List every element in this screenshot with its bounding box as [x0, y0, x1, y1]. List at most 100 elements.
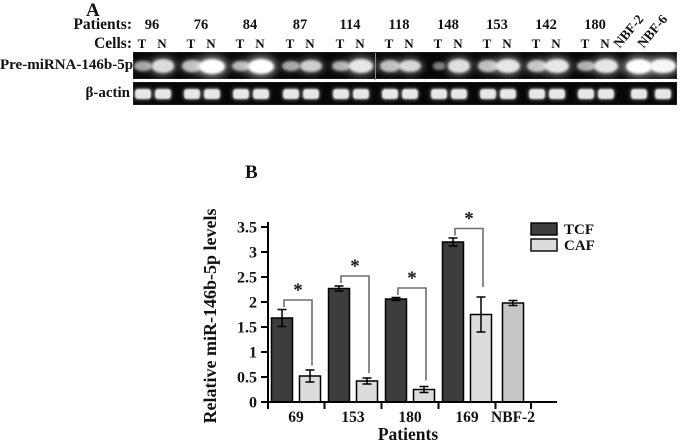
- gel-band-pre-mirna: [399, 59, 421, 73]
- y-tick-label: 0: [249, 395, 257, 412]
- gel-band-pre-mirna: [432, 62, 446, 70]
- gel-band-pre-mirna: [478, 60, 498, 72]
- y-tick-label: 0.5: [237, 370, 257, 387]
- gel-band-beta-actin: [333, 89, 349, 99]
- x-category-label: 180: [398, 409, 422, 426]
- gel-band-beta-actin: [431, 89, 447, 99]
- cell-type-label: T: [137, 36, 147, 51]
- cell-type-label: N: [404, 36, 414, 51]
- gel-band-pre-mirna: [496, 59, 520, 73]
- gel-band-beta-actin: [480, 89, 496, 99]
- gel-band-beta-actin: [283, 89, 299, 99]
- y-tick-label: 1: [249, 345, 257, 362]
- gel-band-beta-actin: [135, 89, 151, 99]
- gel-row1-label: Pre-miRNA-146b-5p: [0, 57, 134, 73]
- patients-row-label: Patients:: [73, 16, 132, 33]
- cell-type-label: T: [335, 36, 345, 51]
- significance-asterisk: *: [464, 209, 474, 230]
- gel-band-pre-mirna: [199, 58, 225, 74]
- gel-band-pre-mirna: [594, 59, 618, 73]
- gel-lane-divider: [375, 53, 376, 80]
- x-category-label: 153: [341, 409, 365, 426]
- y-tick-label: 1.5: [237, 320, 257, 337]
- significance-bracket: [283, 299, 313, 366]
- patient-number: 96: [144, 17, 160, 33]
- panel-b-label: B: [245, 162, 258, 183]
- legend-swatch-tcf: [530, 222, 558, 236]
- gel-band-pre-mirna: [380, 60, 400, 72]
- cell-type-label: T: [384, 36, 394, 51]
- gel-band-pre-mirna: [447, 59, 471, 73]
- x-category-label: 169: [455, 409, 479, 426]
- gel-band-pre-mirna: [526, 60, 548, 72]
- y-axis-title: Relative miR-146b-5p levels: [200, 209, 220, 424]
- cell-type-label: N: [600, 36, 610, 51]
- cell-type-label: T: [186, 36, 196, 51]
- gel-strip-beta-actin: [133, 82, 677, 105]
- cell-type-label: T: [531, 36, 541, 51]
- cell-type-label: N: [255, 36, 265, 51]
- legend-label-caf: CAF: [564, 238, 595, 254]
- gel-band-pre-mirna: [545, 59, 569, 73]
- bar-chart: * * * * 0 0.5 1 1.5 2 2.5 3 3.5 69 153 180 169 NBF-2 Pati…: [200, 209, 595, 444]
- gel-band-pre-mirna: [182, 60, 202, 72]
- cell-type-label: T: [482, 36, 492, 51]
- patient-number: 142: [535, 17, 557, 33]
- gel-band-beta-actin: [500, 89, 516, 99]
- gel-band-beta-actin: [402, 89, 418, 99]
- gel-row2-label: β-actin: [85, 85, 130, 101]
- gel-band-beta-actin: [382, 89, 398, 99]
- y-tick-label: 2.5: [237, 270, 257, 287]
- gel-band-beta-actin: [184, 89, 200, 99]
- cell-type-label: T: [235, 36, 245, 51]
- gel-band-beta-actin: [529, 89, 545, 99]
- gel-band-beta-actin: [549, 89, 565, 99]
- y-tick-label: 3: [249, 245, 257, 262]
- gel-band-pre-mirna: [231, 60, 251, 72]
- gel-band-beta-actin: [655, 89, 671, 99]
- patient-number: 118: [388, 17, 410, 33]
- patient-number: 180: [584, 17, 606, 33]
- significance-asterisk: *: [407, 268, 417, 289]
- patient-number: 114: [339, 17, 361, 33]
- patient-number: 76: [193, 17, 209, 33]
- patient-number: 87: [292, 17, 308, 33]
- cell-type-label: T: [580, 36, 590, 51]
- gel-band-beta-actin: [303, 89, 319, 99]
- gel-band-pre-mirna: [248, 58, 274, 74]
- bar-caf: [501, 302, 525, 403]
- gel-band-beta-actin: [451, 89, 467, 99]
- x-axis-title: Patients: [378, 424, 438, 444]
- bar-tcf: [270, 317, 294, 403]
- cell-type-label: N: [355, 36, 365, 51]
- gel-band-pre-mirna: [577, 60, 595, 72]
- gel-band-beta-actin: [155, 89, 171, 99]
- cell-type-label: N: [453, 36, 463, 51]
- y-tick-label: 2: [249, 295, 257, 312]
- gel-band-beta-actin: [253, 89, 269, 99]
- significance-bracket: [454, 227, 484, 287]
- gel-band-pre-mirna: [151, 59, 175, 73]
- gel-band-beta-actin: [353, 89, 369, 99]
- gel-band-beta-actin: [204, 89, 220, 99]
- legend-label-tcf: TCF: [564, 222, 594, 238]
- gel-band-pre-mirna: [626, 58, 652, 74]
- panel-a-label: A: [86, 0, 100, 21]
- bar-tcf: [441, 241, 465, 403]
- y-tick-label: 3.5: [237, 220, 257, 237]
- x-category-label: NBF-2: [491, 409, 535, 426]
- significance-bracket: [340, 275, 370, 373]
- patient-number: 84: [242, 17, 258, 33]
- cell-type-label: N: [502, 36, 512, 51]
- gel-band-pre-mirna: [349, 59, 373, 73]
- gel-band-pre-mirna: [282, 60, 300, 72]
- cell-type-label: T: [285, 36, 295, 51]
- patient-number: 153: [486, 17, 508, 33]
- x-category-label: 69: [288, 409, 304, 426]
- significance-bracket: [397, 287, 427, 381]
- gel-band-pre-mirna: [332, 60, 350, 72]
- gel-band-pre-mirna: [134, 60, 152, 72]
- cell-type-label: N: [305, 36, 315, 51]
- bar-tcf: [327, 287, 351, 403]
